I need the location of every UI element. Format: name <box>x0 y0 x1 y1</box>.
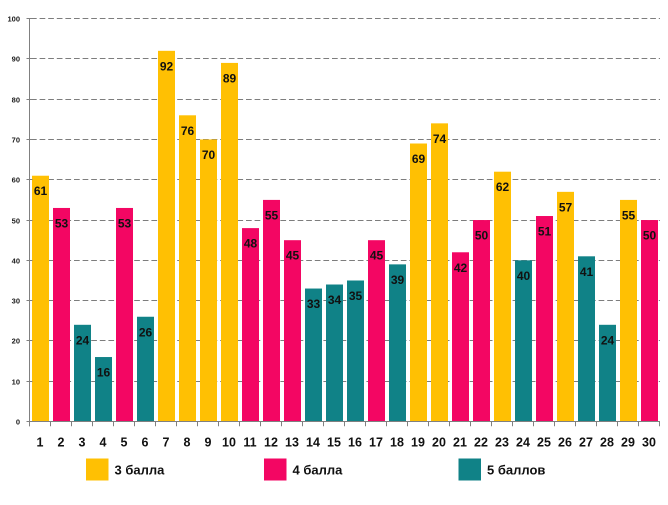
svg-text:25: 25 <box>537 436 551 450</box>
svg-text:53: 53 <box>118 216 132 230</box>
svg-text:14: 14 <box>306 436 320 450</box>
svg-text:3 балла: 3 балла <box>115 463 166 478</box>
svg-text:1: 1 <box>37 436 44 450</box>
svg-text:40: 40 <box>12 256 20 265</box>
svg-text:20: 20 <box>432 436 446 450</box>
svg-text:69: 69 <box>412 152 426 166</box>
svg-text:3: 3 <box>79 436 86 450</box>
svg-text:53: 53 <box>55 216 69 230</box>
svg-text:50: 50 <box>643 229 657 243</box>
svg-text:34: 34 <box>328 293 342 307</box>
svg-text:50: 50 <box>475 229 489 243</box>
svg-text:48: 48 <box>244 237 258 251</box>
svg-text:61: 61 <box>34 184 48 198</box>
svg-text:45: 45 <box>286 249 300 263</box>
svg-text:35: 35 <box>349 289 363 303</box>
svg-text:11: 11 <box>243 436 256 450</box>
svg-text:42: 42 <box>454 261 468 275</box>
svg-text:7: 7 <box>163 436 170 450</box>
svg-text:19: 19 <box>411 436 425 450</box>
svg-text:24: 24 <box>76 333 90 347</box>
svg-text:4: 4 <box>100 436 107 450</box>
svg-text:74: 74 <box>433 132 447 146</box>
svg-text:29: 29 <box>621 436 635 450</box>
svg-text:24: 24 <box>601 333 615 347</box>
svg-text:62: 62 <box>496 180 510 194</box>
svg-text:30: 30 <box>12 296 20 305</box>
svg-text:27: 27 <box>579 436 593 450</box>
svg-text:26: 26 <box>558 436 572 450</box>
svg-text:26: 26 <box>139 325 153 339</box>
svg-text:40: 40 <box>517 269 531 283</box>
svg-text:100: 100 <box>7 14 20 23</box>
svg-text:22: 22 <box>474 436 488 450</box>
svg-text:16: 16 <box>97 366 111 380</box>
svg-text:45: 45 <box>370 249 384 263</box>
svg-text:92: 92 <box>160 59 174 73</box>
svg-text:57: 57 <box>559 200 573 214</box>
svg-text:10: 10 <box>12 377 20 386</box>
svg-text:76: 76 <box>181 124 195 138</box>
svg-text:5 баллов: 5 баллов <box>487 463 545 478</box>
svg-text:80: 80 <box>12 95 20 104</box>
svg-text:0: 0 <box>16 417 20 426</box>
svg-text:28: 28 <box>600 436 614 450</box>
svg-text:30: 30 <box>642 436 656 450</box>
svg-text:23: 23 <box>495 436 509 450</box>
svg-text:33: 33 <box>307 297 321 311</box>
svg-text:60: 60 <box>12 175 20 184</box>
svg-text:70: 70 <box>12 135 20 144</box>
svg-text:4 балла: 4 балла <box>293 463 344 478</box>
svg-text:24: 24 <box>516 436 530 450</box>
svg-text:13: 13 <box>285 436 299 450</box>
svg-text:21: 21 <box>453 436 467 450</box>
svg-text:9: 9 <box>205 436 212 450</box>
svg-text:70: 70 <box>202 148 216 162</box>
svg-text:8: 8 <box>184 436 191 450</box>
svg-text:20: 20 <box>12 336 20 345</box>
svg-text:6: 6 <box>142 436 149 450</box>
svg-text:17: 17 <box>369 436 383 450</box>
svg-text:55: 55 <box>265 208 279 222</box>
svg-text:5: 5 <box>121 436 128 450</box>
svg-text:10: 10 <box>222 436 236 450</box>
svg-text:2: 2 <box>58 436 65 450</box>
svg-text:51: 51 <box>538 225 552 239</box>
svg-text:39: 39 <box>391 273 405 287</box>
svg-text:18: 18 <box>390 436 404 450</box>
svg-text:16: 16 <box>348 436 362 450</box>
svg-text:41: 41 <box>580 265 594 279</box>
svg-text:55: 55 <box>622 208 636 222</box>
svg-text:89: 89 <box>223 71 237 85</box>
svg-text:50: 50 <box>12 216 20 225</box>
svg-text:12: 12 <box>264 436 278 450</box>
svg-text:90: 90 <box>12 54 20 63</box>
svg-text:15: 15 <box>327 436 341 450</box>
